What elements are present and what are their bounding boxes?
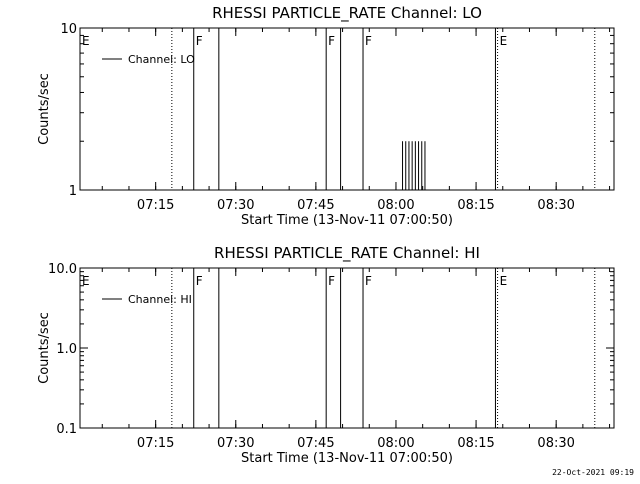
event-flag-label: E [500,274,508,288]
y-axis-label: Counts/sec [37,312,52,384]
x-tick-label: 07:45 [297,436,334,451]
event-flag-label: F [328,274,335,288]
y-tick-label: 10.0 [48,262,77,277]
x-tick-label: 07:15 [137,436,174,451]
event-flag-label: E [82,274,90,288]
plot-frame [79,27,615,191]
plot-frame [79,267,615,429]
x-tick-label: 08:00 [377,198,414,213]
y-tick-label: 0.1 [56,422,77,437]
event-flag-label: F [365,34,372,48]
y-axis-label: Counts/sec [37,73,52,145]
event-flag-label: F [196,34,203,48]
chart-title: RHESSI PARTICLE_RATE Channel: LO [212,4,482,23]
x-tick-label: 07:15 [137,198,174,213]
event-flag-label: E [82,34,90,48]
y-tick-label: 1 [69,184,77,199]
x-axis-label: Start Time (13-Nov-11 07:00:50) [241,451,453,466]
x-tick-label: 07:30 [217,198,254,213]
x-tick-label: 08:00 [377,436,414,451]
legend-label: Channel: HI [128,293,192,306]
plot-timestamp: 22-Oct-2021 09:19 [552,468,634,477]
x-tick-label: 08:30 [537,198,574,213]
x-tick-label: 08:15 [457,198,494,213]
event-flag-label: E [500,34,508,48]
x-tick-label: 07:30 [217,436,254,451]
event-flag-label: F [365,274,372,288]
x-tick-label: 07:45 [297,198,334,213]
legend-label: Channel: LO [128,53,195,66]
y-tick-label: 10 [60,22,77,37]
chart-title: RHESSI PARTICLE_RATE Channel: HI [214,244,480,263]
x-axis-label: Start Time (13-Nov-11 07:00:50) [241,213,453,228]
x-tick-label: 08:30 [537,436,574,451]
x-tick-label: 08:15 [457,436,494,451]
y-tick-label: 1.0 [56,342,77,357]
event-flag-label: F [328,34,335,48]
event-flag-label: F [196,274,203,288]
